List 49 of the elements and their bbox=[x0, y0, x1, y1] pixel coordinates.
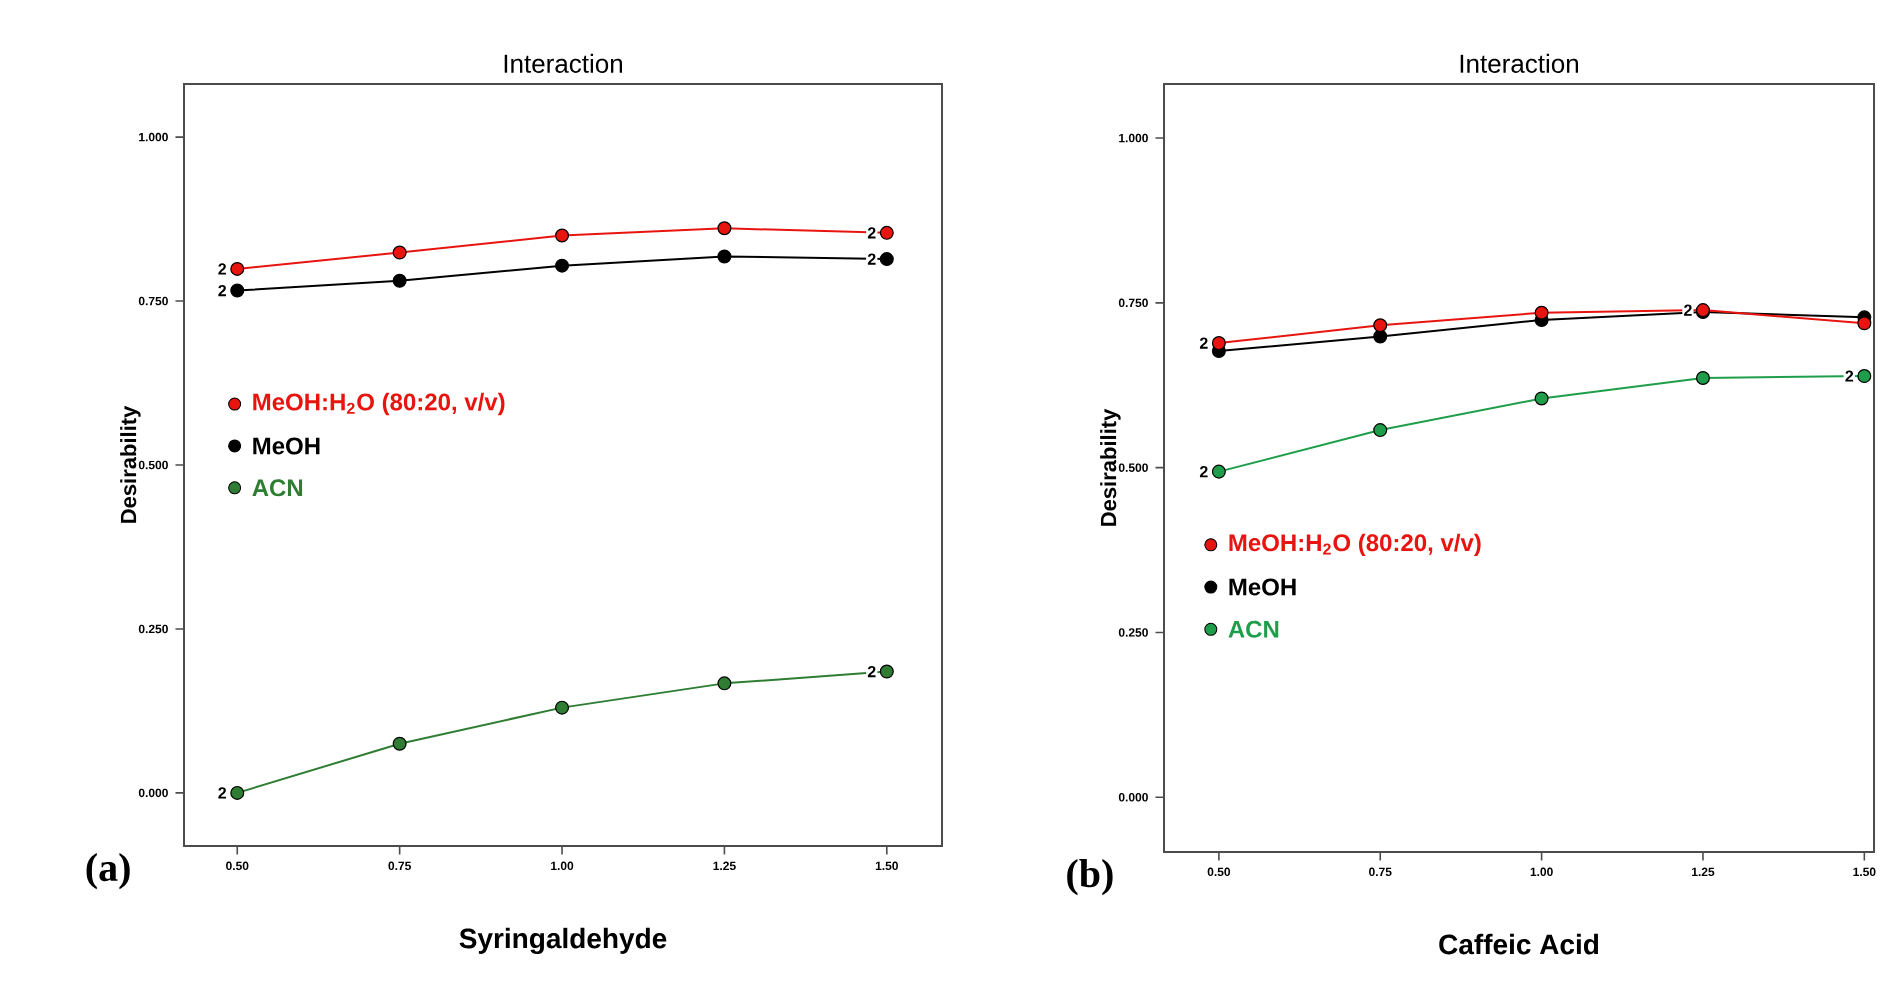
point bbox=[1373, 329, 1388, 344]
point bbox=[392, 736, 407, 751]
point bbox=[230, 283, 245, 298]
point bbox=[555, 228, 570, 243]
legend-label: MeOH bbox=[253, 437, 320, 455]
annotation: 2 bbox=[1199, 466, 1208, 478]
x-axis-title: Syringaldehyde bbox=[459, 927, 667, 955]
annotation: 2 bbox=[218, 263, 227, 275]
legend-label: MeOH:H$_{2}$O (80:20, v/v) bbox=[1229, 533, 1481, 556]
point bbox=[392, 273, 407, 288]
annotation: 2 bbox=[867, 665, 876, 678]
annotation: 2 bbox=[1684, 304, 1692, 316]
point bbox=[392, 245, 407, 260]
point bbox=[1534, 391, 1549, 406]
point bbox=[717, 249, 732, 264]
point bbox=[1211, 464, 1226, 479]
point bbox=[1534, 305, 1549, 320]
point bbox=[230, 261, 245, 276]
point bbox=[1857, 369, 1872, 384]
text: (a) bbox=[86, 853, 130, 890]
annotation: 2 bbox=[218, 787, 227, 799]
annotation: 2 bbox=[1845, 370, 1854, 382]
point bbox=[1857, 316, 1872, 331]
point bbox=[555, 700, 570, 715]
point bbox=[1373, 318, 1388, 333]
annotation: 2 bbox=[218, 284, 227, 297]
point bbox=[1373, 423, 1388, 438]
text: (b) bbox=[1067, 859, 1113, 896]
point bbox=[879, 225, 894, 240]
point bbox=[1211, 336, 1226, 351]
chart-title: Interaction bbox=[504, 53, 623, 73]
point bbox=[879, 664, 894, 679]
y-axis-title: Desirability bbox=[120, 405, 141, 523]
legend-label: ACN bbox=[252, 479, 303, 497]
point bbox=[717, 676, 732, 691]
point bbox=[230, 785, 245, 800]
point bbox=[1695, 371, 1710, 386]
chart-title: Interaction bbox=[1460, 53, 1579, 73]
point bbox=[717, 221, 732, 236]
point bbox=[879, 252, 894, 267]
annotation: 2 bbox=[1199, 337, 1208, 349]
point bbox=[555, 258, 570, 273]
y-axis-title: Desirability bbox=[1100, 408, 1121, 526]
legend-label: MeOH:H$_{2}$O (80:20, v/v) bbox=[253, 392, 505, 416]
annotation: 2 bbox=[867, 227, 876, 239]
x-axis-title: Caffeic Acid bbox=[1439, 933, 1599, 955]
legend-label: ACN bbox=[1228, 620, 1279, 638]
legend-label: MeOH bbox=[1229, 578, 1296, 596]
annotation: 2 bbox=[867, 253, 876, 265]
